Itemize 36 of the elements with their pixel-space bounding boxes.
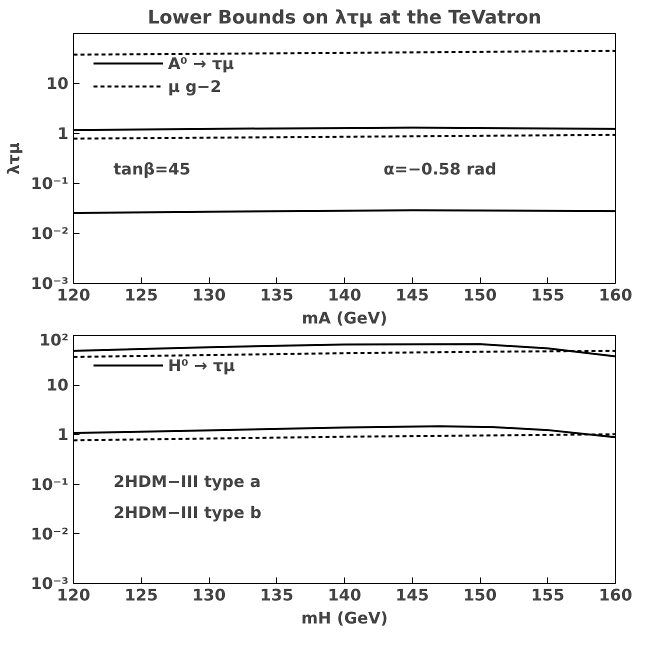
x-tick-label: 150 (463, 586, 497, 604)
x-tick-label: 150 (463, 286, 497, 304)
x-axis-title: mA (GeV) (302, 308, 388, 328)
annotation: tanβ=45 (114, 160, 190, 178)
y-tick-label: 10² (39, 330, 69, 350)
x-tick-label: 155 (531, 586, 564, 604)
annotation: 2HDM−III type a (114, 472, 261, 492)
y-tick-label: 10⁻¹ (30, 474, 68, 494)
y-tick-label: 1 (57, 124, 69, 143)
x-tick-label: 130 (192, 286, 226, 304)
x-tick-label: 140 (328, 586, 362, 604)
x-tick-label: 130 (192, 586, 226, 604)
x-tick-label: 140 (328, 286, 362, 304)
y-tick-label: 10 (46, 74, 68, 93)
legend-label: μ g−2 (168, 76, 222, 96)
x-tick-label: 160 (598, 286, 632, 304)
chart-title: Lower Bounds on λτμ at the TeVatron (148, 8, 542, 28)
annotation: 2HDM−III type b (114, 502, 262, 522)
y-tick-label: 1 (57, 425, 69, 444)
annotation: α=−0.58 rad (384, 160, 496, 178)
x-tick-label: 145 (396, 286, 429, 304)
x-tick-label: 145 (396, 586, 429, 604)
legend-label: H⁰ → τμ (168, 356, 235, 374)
x-tick-label: 135 (260, 286, 294, 304)
y-tick-label: 10 (46, 376, 68, 395)
x-tick-label: 155 (531, 286, 564, 304)
x-tick-label: 135 (260, 586, 294, 604)
y-axis-title: λτμ (4, 142, 23, 175)
y-tick-label: 10⁻² (30, 224, 68, 243)
y-tick-label: 10⁻² (30, 524, 68, 544)
legend-label: A⁰ → τμ (168, 54, 234, 72)
x-tick-label: 125 (124, 286, 158, 304)
x-tick-label: 125 (124, 586, 158, 604)
x-axis-title: mH (GeV) (301, 608, 388, 628)
y-tick-label: 10⁻¹ (30, 174, 68, 193)
x-tick-label: 160 (598, 586, 632, 604)
